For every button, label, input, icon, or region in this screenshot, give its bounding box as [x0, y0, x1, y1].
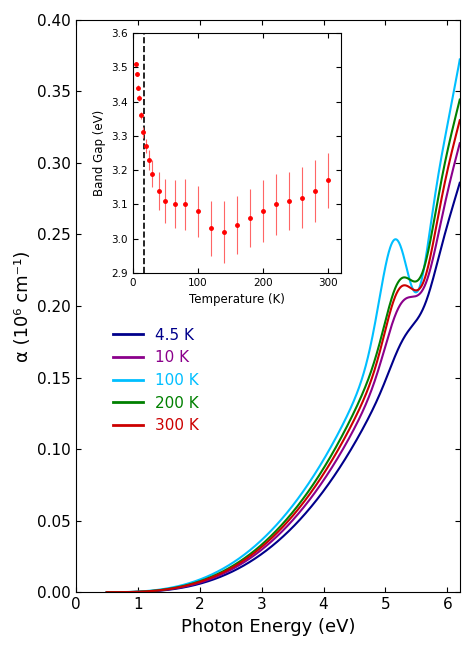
- X-axis label: Temperature (K): Temperature (K): [189, 293, 285, 307]
- X-axis label: Photon Energy (eV): Photon Energy (eV): [181, 618, 355, 636]
- Y-axis label: α (10⁶ cm⁻¹): α (10⁶ cm⁻¹): [14, 250, 32, 362]
- Y-axis label: Band Gap (eV): Band Gap (eV): [93, 110, 106, 196]
- Legend: 4.5 K, 10 K, 100 K, 200 K, 300 K: 4.5 K, 10 K, 100 K, 200 K, 300 K: [107, 322, 205, 440]
